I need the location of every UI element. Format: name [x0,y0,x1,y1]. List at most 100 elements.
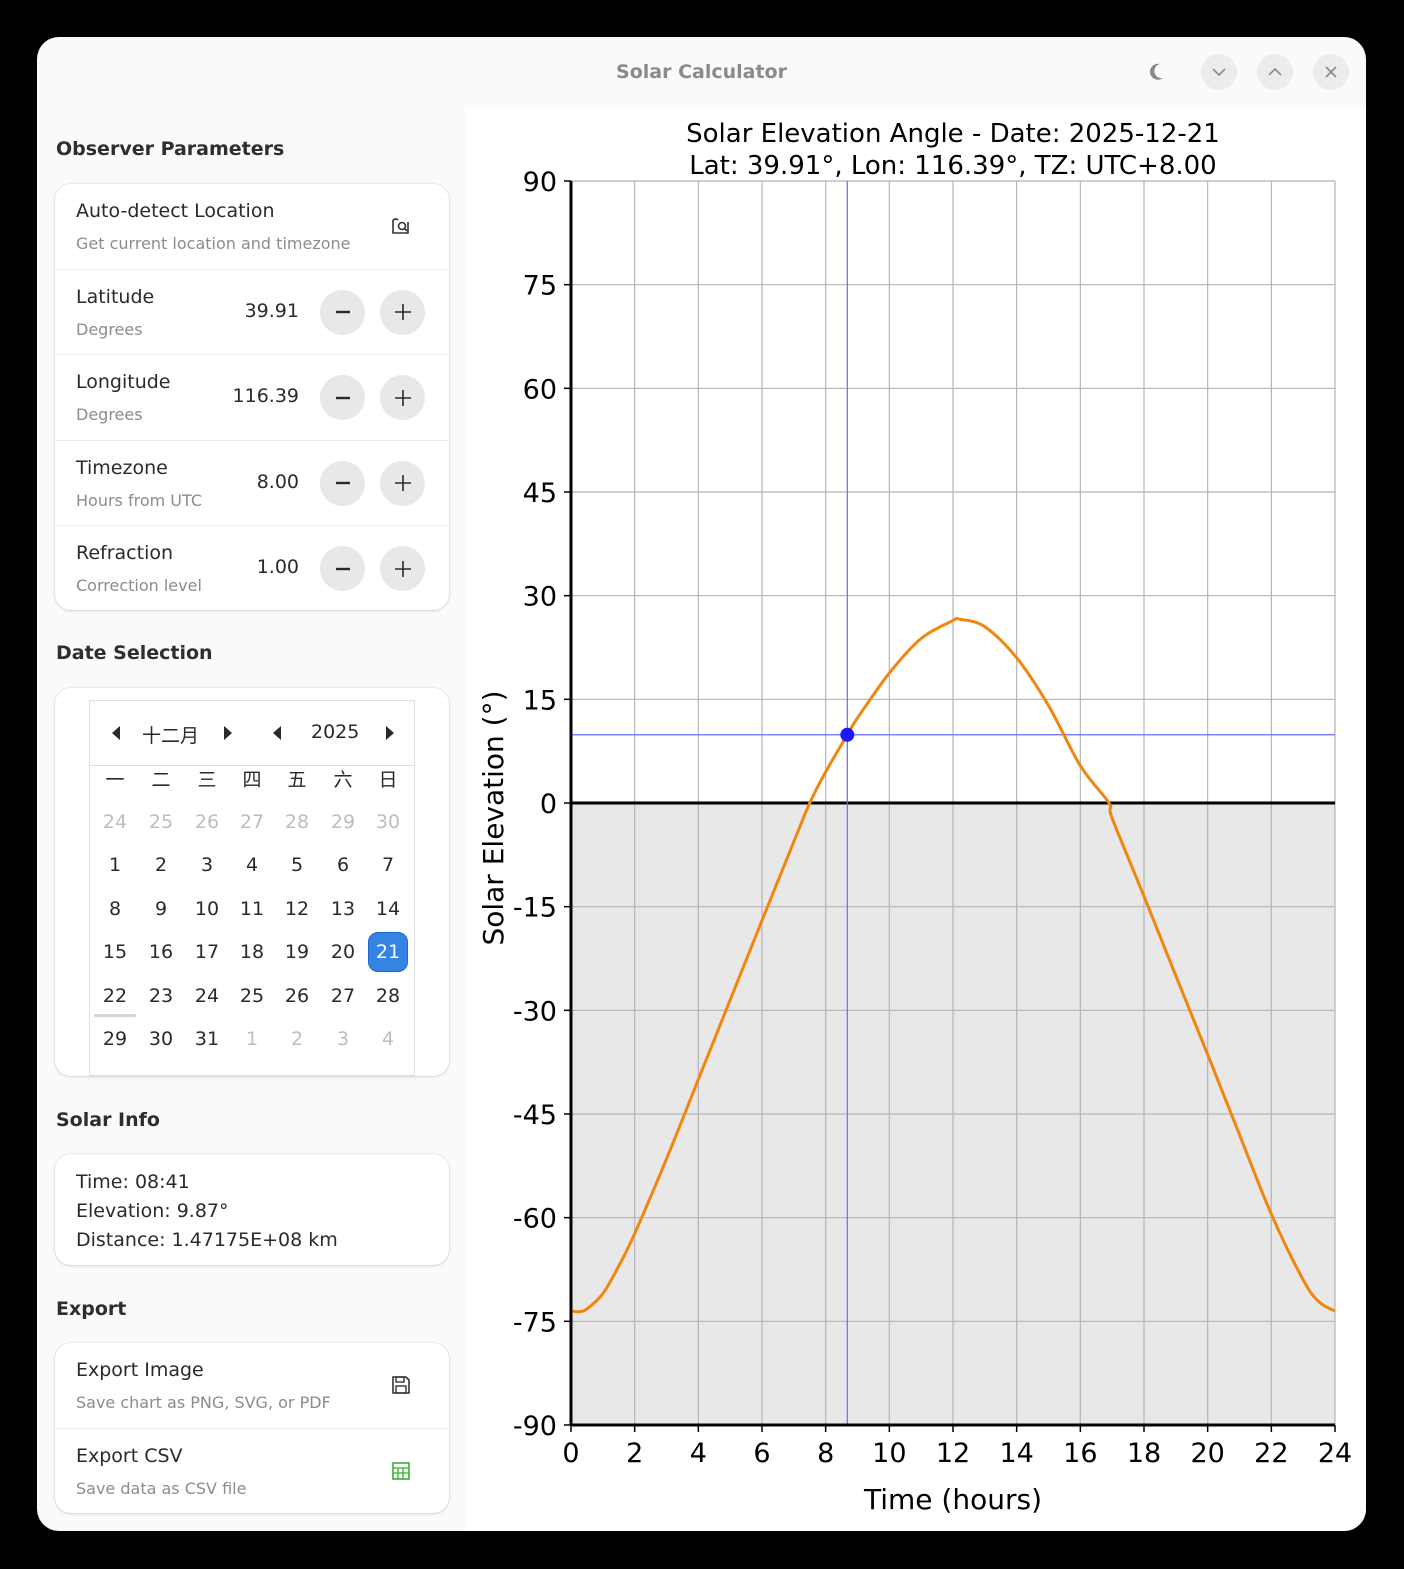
prev-year-button[interactable] [273,726,281,740]
y-tick-label: -15 [513,893,557,924]
calendar-day[interactable]: 6 [336,854,350,876]
calendar-month: 十二月 [142,725,200,747]
calendar-day[interactable]: 3 [200,854,214,876]
refraction-row: Refraction Correction level 1.00 [55,526,449,612]
longitude-decrement-button[interactable] [320,375,365,420]
auto-detect-location-row[interactable]: Auto-detect Location Get current locatio… [55,184,449,270]
calendar-day[interactable]: 27 [330,985,356,1007]
latitude-value[interactable]: 39.91 [244,299,299,322]
calendar-day[interactable]: 2 [154,854,168,876]
y-tick-label: 30 [523,582,557,613]
calendar-day[interactable]: 30 [148,1028,174,1050]
refraction-value[interactable]: 1.00 [256,556,299,578]
title-bar: Solar Calculator [37,37,1366,107]
latitude-increment-button[interactable] [380,289,425,335]
calendar-day[interactable]: 27 [239,811,265,833]
timezone-value[interactable]: 8.00 [256,470,299,493]
calendar-day[interactable]: 26 [194,811,220,833]
calendar-day[interactable]: 29 [330,811,356,833]
calendar-day[interactable]: 25 [239,985,265,1007]
minimize-button[interactable] [1201,54,1237,90]
refraction-increment-button[interactable] [380,546,425,591]
calendar-day[interactable]: 30 [375,811,401,833]
close-button[interactable] [1313,54,1349,90]
y-axis-label: Solar Elevation (°) [477,690,510,945]
plus-icon [394,475,411,491]
longitude-value[interactable]: 116.39 [232,385,299,407]
calendar-day[interactable]: 15 [102,941,128,963]
calendar-day[interactable]: 9 [154,898,168,920]
x-tick-label: 4 [690,1438,707,1469]
calendar-day[interactable]: 24 [194,985,220,1007]
map-search-icon[interactable] [391,216,411,236]
minus-icon [335,310,350,314]
x-tick-label: 2 [626,1438,643,1469]
maximize-button[interactable] [1257,54,1293,90]
timezone-label: Timezone [76,456,168,479]
calendar-day[interactable]: 25 [148,811,174,833]
calendar-day-selected[interactable]: 21 [368,932,408,972]
calendar-day[interactable]: 8 [108,898,122,920]
calendar-day[interactable]: 12 [284,898,310,920]
calendar-day[interactable]: 28 [375,985,401,1007]
calendar-day[interactable]: 1 [245,1028,259,1050]
y-tick-label: 15 [523,685,557,716]
calendar-day[interactable]: 3 [336,1028,350,1050]
floppy-disk-icon[interactable] [391,1375,411,1395]
export-image-title: Export Image [76,1359,204,1381]
calendar-day[interactable]: 31 [194,1028,220,1050]
longitude-increment-button[interactable] [380,375,425,420]
spreadsheet-icon[interactable] [391,1461,411,1481]
calendar-day[interactable]: 29 [102,1028,128,1050]
plus-icon [394,560,411,577]
weekday-header: 六 [333,768,353,791]
calendar-day[interactable]: 28 [284,811,310,833]
calendar-day[interactable]: 5 [290,854,304,876]
theme-toggle-button[interactable] [1139,54,1175,90]
calendar-day[interactable]: 22 [102,985,128,1007]
calendar-day[interactable]: 16 [148,941,174,963]
calendar-day[interactable]: 20 [330,941,356,963]
x-tick-label: 22 [1254,1438,1288,1469]
calendar-year: 2025 [311,721,360,743]
chart-panel: 90 75 60 45 30 15 0 -15 -30 -45 -60 -75 -90 0 2 4 6 8 10 12… [465,107,1366,1531]
x-tick-label: 24 [1318,1438,1352,1469]
calendar-day[interactable]: 11 [239,898,265,920]
next-month-button[interactable] [224,726,232,740]
calendar-day[interactable]: 2 [290,1028,304,1050]
calendar-day[interactable]: 17 [194,941,220,963]
app-window: Solar Calculator [37,37,1366,1531]
refraction-decrement-button[interactable] [320,546,365,591]
calendar-day[interactable]: 14 [375,898,401,920]
y-tick-label: 60 [523,374,557,405]
observer-card: Auto-detect Location Get current locatio… [55,184,449,610]
calendar-day[interactable]: 4 [381,1028,395,1050]
solar-elevation: Elevation: 9.87° [76,1200,229,1222]
current-position-marker[interactable] [840,727,855,742]
elevation-curve [570,616,1336,1314]
prev-month-button[interactable] [112,726,120,740]
export-image-row[interactable]: Export Image Save chart as PNG, SVG, or … [55,1343,449,1429]
calendar-day[interactable]: 19 [284,941,310,963]
calendar-day[interactable]: 18 [239,941,265,963]
calendar-day[interactable]: 1 [108,854,122,876]
calendar-day[interactable]: 10 [194,898,220,920]
timezone-increment-button[interactable] [380,460,425,506]
date-card: 十二月 2025 一二三四五六日 24 25 26 27 28 29 30 1 2 3 4 5 6 7 8 9 1… [55,688,449,1076]
next-year-button[interactable] [386,726,394,740]
calendar-day[interactable]: 13 [330,898,356,920]
calendar-day[interactable]: 24 [102,811,128,833]
calendar-day[interactable]: 4 [245,854,259,876]
calendar-day[interactable]: 23 [148,985,174,1007]
calendar-day[interactable]: 7 [381,854,395,876]
longitude-label: Longitude [76,371,171,393]
export-csv-row[interactable]: Export CSV Save data as CSV file [55,1429,449,1515]
weekday-header: 五 [287,768,307,791]
export-card: Export Image Save chart as PNG, SVG, or … [55,1343,449,1513]
latitude-decrement-button[interactable] [320,289,365,335]
x-tick-label: 6 [753,1438,770,1469]
timezone-decrement-button[interactable] [320,460,365,506]
calendar-day[interactable]: 26 [284,985,310,1007]
weekday-header: 二 [151,768,171,791]
